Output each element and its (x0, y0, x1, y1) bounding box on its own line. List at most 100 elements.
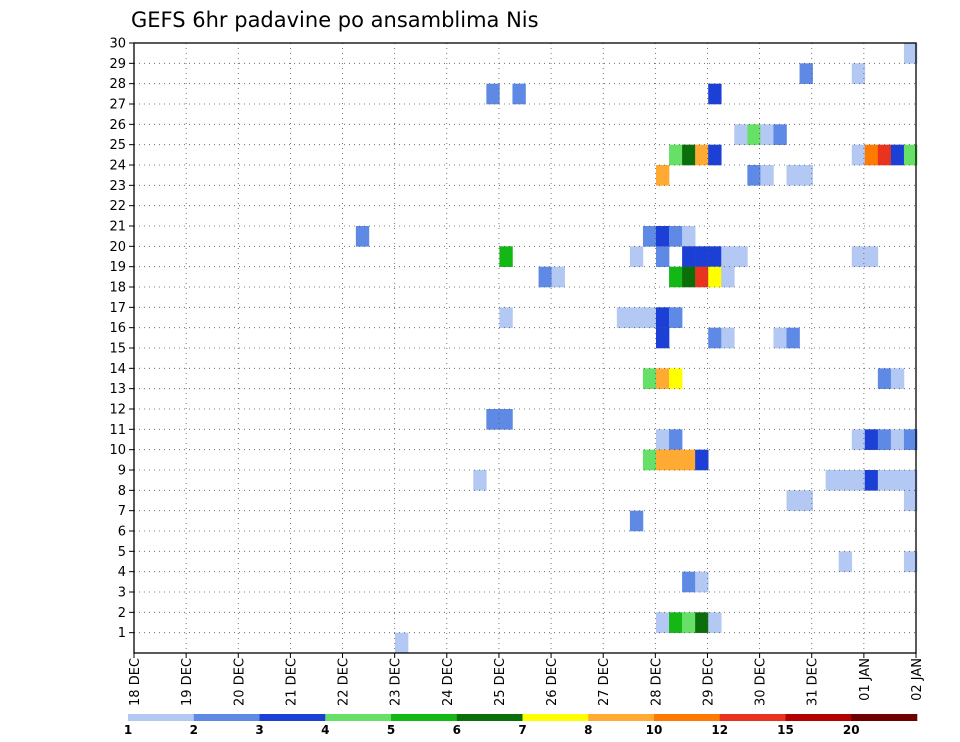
heatmap-cell (669, 368, 683, 389)
heatmap-cell (656, 429, 670, 450)
colorbar-swatch (522, 714, 589, 721)
x-tick-label: 19 DEC (180, 658, 195, 706)
chart-title: GEFS 6hr padavine po ansamblima Nis (131, 8, 539, 32)
colorbar-swatch (654, 714, 721, 721)
grid-lines (134, 43, 916, 653)
y-tick-label: 25 (109, 138, 126, 153)
y-tick-label: 26 (109, 118, 126, 133)
colorbar-label: 6 (453, 723, 461, 737)
heatmap-cell (773, 124, 787, 145)
heatmap-cell (473, 470, 487, 491)
heatmap-cell (355, 226, 370, 247)
heatmap-cell (656, 307, 670, 328)
x-tick-label: 25 DEC (493, 658, 508, 706)
y-tick-label: 28 (109, 77, 126, 92)
heatmap-cell (838, 470, 853, 491)
heatmap-cell (708, 266, 722, 288)
heatmap-cell (851, 470, 866, 491)
heatmap-cell (864, 470, 879, 491)
heatmap-cell (669, 429, 683, 450)
y-tick-label: 22 (109, 199, 126, 214)
y-tick-label: 20 (109, 240, 126, 255)
y-tick-label: 29 (109, 57, 126, 72)
colorbar-label: 7 (518, 723, 526, 737)
heatmap-cell (890, 368, 905, 389)
y-tick-label: 17 (109, 301, 126, 316)
heatmap-cell (616, 307, 631, 328)
colorbar-legend: 1 2 3 4 5 6 7 8 10 12 15 20 (124, 714, 918, 737)
colorbar-label: 1 (124, 723, 132, 737)
heatmap-cell (747, 124, 761, 145)
y-tick-label: 30 (109, 37, 126, 52)
heatmap-cell (721, 327, 735, 349)
heatmap-cell (642, 307, 657, 328)
heatmap-cell (512, 83, 526, 105)
colorbar-swatch (325, 714, 392, 721)
x-tick-label: 24 DEC (441, 658, 456, 706)
heatmap-cell (903, 551, 918, 572)
heatmap-cell (629, 246, 644, 267)
heatmap-cell (877, 368, 892, 389)
heatmap-cell (499, 307, 513, 328)
heatmap-cell (656, 246, 670, 267)
heatmap-cell (499, 246, 513, 267)
y-axis: 1234567891011121314151617181920212223242… (109, 37, 134, 641)
colorbar-label: 8 (584, 723, 592, 737)
x-tick-label: 28 DEC (649, 658, 664, 706)
colorbar-swatch (193, 714, 260, 721)
heatmap-cell (851, 429, 866, 450)
colorbar-swatch (259, 714, 326, 721)
y-tick-label: 7 (118, 504, 126, 519)
heatmap-cell (734, 124, 748, 145)
heatmap-cell (734, 246, 748, 267)
y-tick-label: 12 (109, 403, 126, 418)
colorbar-swatch (588, 714, 655, 721)
heatmap-cell (708, 83, 722, 105)
heatmap-cell (656, 327, 670, 349)
heatmap-cell (903, 144, 918, 166)
x-tick-label: 02 JAN (910, 658, 925, 701)
heatmap-cell (760, 124, 774, 145)
heatmap-cell (890, 144, 905, 166)
heatmap-cell (551, 266, 565, 288)
heatmap-cell (903, 429, 918, 450)
heatmap-cell (721, 246, 735, 267)
y-tick-label: 3 (118, 586, 126, 601)
y-tick-label: 24 (109, 159, 126, 174)
y-tick-label: 5 (118, 545, 126, 560)
heatmap-cell (786, 165, 800, 186)
x-tick-label: 30 DEC (754, 658, 769, 706)
heatmap-cell (656, 226, 670, 247)
y-tick-label: 9 (118, 464, 126, 479)
heatmap-cell (708, 246, 722, 267)
heatmap-cell (864, 144, 879, 166)
heatmap-cell (538, 266, 552, 288)
heatmap-cell (629, 510, 644, 532)
colorbar-swatch (128, 714, 195, 721)
heatmap-cell (695, 266, 709, 288)
heatmap-cell (669, 307, 683, 328)
x-axis: 18 DEC 19 DEC 20 DEC 21 DEC 22 DEC 23 DEC 24 D… (128, 653, 925, 706)
colorbar-label: 15 (777, 723, 794, 737)
y-tick-label: 6 (118, 525, 126, 540)
colorbar-label: 3 (255, 723, 263, 737)
colorbar-swatch (851, 714, 918, 721)
heatmap-cell (629, 307, 644, 328)
heatmap-cell (695, 449, 709, 471)
heatmap-cell (695, 612, 709, 633)
heatmap-cell (786, 327, 800, 349)
heatmap-cell (682, 571, 696, 593)
y-tick-label: 16 (109, 321, 126, 336)
heatmap-cell (773, 327, 787, 349)
y-tick-label: 1 (118, 626, 126, 641)
heatmap-cell (851, 144, 866, 166)
heatmap-cell (486, 83, 500, 105)
heatmap-cell (669, 266, 683, 288)
heatmap-cell (903, 470, 918, 491)
heatmap-cell (864, 429, 879, 450)
heatmap-cell (786, 490, 800, 511)
y-tick-label: 4 (118, 565, 126, 580)
colorbar-label: 20 (843, 723, 860, 737)
x-tick-label: 01 JAN (858, 658, 873, 701)
heatmap-cell (747, 165, 761, 186)
